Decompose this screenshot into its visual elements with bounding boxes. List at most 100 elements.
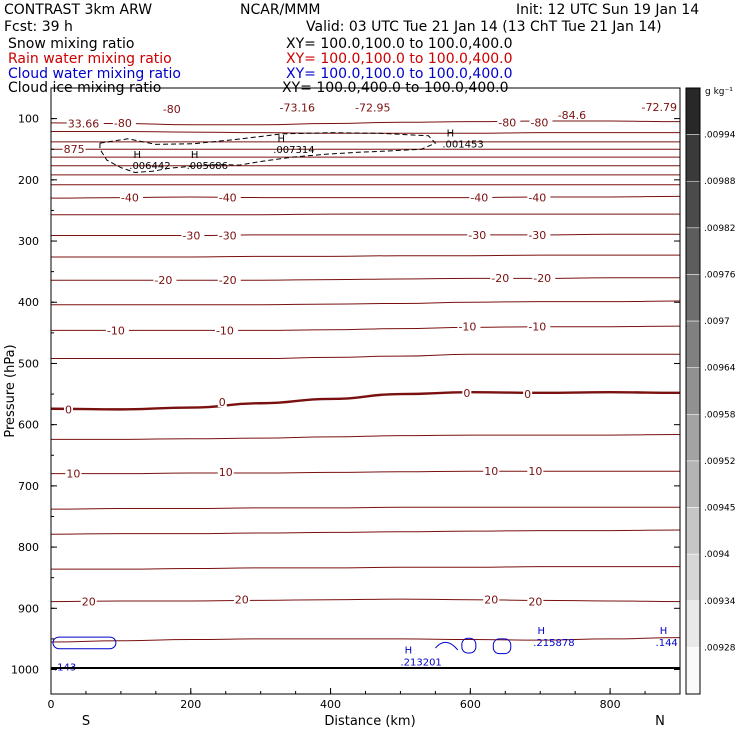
contour-label: -80 xyxy=(114,117,132,130)
colorbar-label: .0094 xyxy=(704,550,730,560)
legend-cloud-water-xy: XY= 100.0,100.0 to 100.0,400.0 xyxy=(286,66,513,82)
cloud-ice-max-marker: H xyxy=(277,134,285,145)
cloud-ice-max-value: .001453 xyxy=(442,139,483,150)
legend-cloud-water-name: Cloud water mixing ratio xyxy=(8,66,181,82)
contour-label: -30 xyxy=(468,229,486,242)
x-tick-label: 0 xyxy=(48,698,55,711)
contour-label: -10 xyxy=(107,324,125,337)
y-tick-label: 600 xyxy=(18,419,39,432)
contour-label: -72.95 xyxy=(355,102,390,115)
plot-frame xyxy=(50,87,681,695)
colorbar-swatch xyxy=(685,180,701,229)
y-tick-label: 500 xyxy=(18,357,39,370)
contour-label: 10 xyxy=(484,465,498,478)
colorbar-swatch xyxy=(685,227,701,275)
contour-label-backdrop xyxy=(233,593,250,605)
y-axis-title: Pressure (hPa) xyxy=(3,344,18,437)
contour-label-backdrop xyxy=(105,324,129,336)
contour-label: 0 xyxy=(65,403,72,416)
colorbar-label: .00958 xyxy=(704,410,736,420)
cloud-water-contour xyxy=(52,636,117,650)
contour-label-backdrop xyxy=(527,320,551,332)
contour-label-backdrop xyxy=(66,117,104,129)
contour-label: 0 xyxy=(524,388,531,401)
cloud-water-contour xyxy=(461,637,477,654)
isotherm-line xyxy=(51,566,680,570)
x-end-south: S xyxy=(82,714,90,729)
cloud-water-contour xyxy=(435,641,459,651)
contour-label-backdrop xyxy=(62,143,86,155)
contour-label: -40 xyxy=(219,192,237,205)
model-title: CONTRAST 3km ARW xyxy=(4,2,153,18)
contour-label: 10 xyxy=(219,466,233,479)
colorbar-swatch xyxy=(685,134,701,182)
contour-label-backdrop xyxy=(214,324,238,336)
cloud-mixing-ratio-layer: H.007314H.001453H.006442H.005686.143H.21… xyxy=(52,128,678,673)
contour-label: -80 xyxy=(163,103,181,116)
contour-label: 10 xyxy=(66,468,80,481)
colorbar: g kg⁻¹ .00994 .00988 .00982 .00976 .0097 .009… xyxy=(685,87,736,695)
cloud-ice-contour xyxy=(99,132,437,173)
contour-label-backdrop xyxy=(181,229,205,241)
valid-time: Valid: 03 UTC Tue 21 Jan 14 (13 ChT Tue … xyxy=(306,19,662,35)
contour-label-backdrop xyxy=(112,116,136,128)
y-tick-label: 700 xyxy=(18,480,39,493)
legend-snow-name: Snow mixing ratio xyxy=(8,36,135,52)
colorbar-frame xyxy=(685,87,701,695)
contour-label-backdrop xyxy=(217,229,241,241)
y-tick-label: 300 xyxy=(18,235,39,248)
contour-label: -84.6 xyxy=(558,109,586,122)
x-tick-label: 400 xyxy=(320,698,341,711)
contour-label-backdrop xyxy=(532,271,556,283)
contour-label-backdrop xyxy=(457,320,481,332)
colorbar-swatch xyxy=(685,320,701,368)
colorbar-label: .00982 xyxy=(704,224,736,234)
contour-label: 20 xyxy=(484,594,498,607)
contour-label-backdrop xyxy=(527,228,551,240)
contour-label: -40 xyxy=(528,192,546,205)
contour-label: 20 xyxy=(82,596,96,609)
contour-label-backdrop xyxy=(217,465,234,477)
contour-label: -10 xyxy=(528,321,546,334)
contour-label: 20 xyxy=(528,596,542,609)
contour-label-backdrop xyxy=(467,228,491,240)
isotherm-line xyxy=(51,254,680,258)
cloud-water-contour xyxy=(492,638,512,655)
isotherm-line xyxy=(50,233,680,237)
y-tick-label: 900 xyxy=(18,602,39,615)
isotherm-line xyxy=(50,529,681,535)
contour-label-backdrop xyxy=(153,274,177,286)
cloud-ice-max-marker: H xyxy=(191,150,199,161)
contour-label-backdrop xyxy=(556,108,594,120)
colorbar-label: .00994 xyxy=(704,131,736,141)
colorbar-swatch xyxy=(685,507,701,555)
contour-label: -30 xyxy=(219,230,237,243)
isotherm-line xyxy=(50,120,681,126)
contour-label: -40 xyxy=(470,192,488,205)
contour-label-backdrop xyxy=(217,274,241,286)
contour-label-backdrop xyxy=(278,101,323,113)
colorbar-swatch xyxy=(685,460,701,508)
isotherm-line xyxy=(51,353,680,360)
contour-label: -80 xyxy=(530,116,548,129)
contour-label-backdrop xyxy=(483,593,500,605)
isotherm-line xyxy=(51,470,680,475)
legend-rain-xy: XY= 100.0,100.0 to 100.0,400.0 xyxy=(286,51,513,67)
contour-label: -20 xyxy=(533,272,551,285)
temperature-contour-layer: -80 -80 -80 -80 -73.16 -72.95 -84.6 -72.79 33.66… xyxy=(50,100,685,643)
contour-label-backdrop xyxy=(640,100,685,112)
cloud-water-max-value: .215878 xyxy=(533,638,574,649)
y-tick-label: 100 xyxy=(18,113,39,126)
forecast-hour: Fcst: 39 h xyxy=(4,19,73,35)
colorbar-swatch xyxy=(685,87,701,135)
colorbar-label: .00976 xyxy=(704,270,736,280)
contour-label-backdrop xyxy=(462,386,472,398)
isotherm-line xyxy=(51,300,681,306)
contour-label: 0 xyxy=(463,387,470,400)
cloud-water-max-marker: H xyxy=(405,646,413,657)
contour-label-backdrop xyxy=(161,102,185,114)
cloud-water-max-marker: H xyxy=(537,626,545,637)
cloud-ice-max-value: .006442 xyxy=(129,161,170,172)
contour-label-backdrop xyxy=(65,467,82,479)
